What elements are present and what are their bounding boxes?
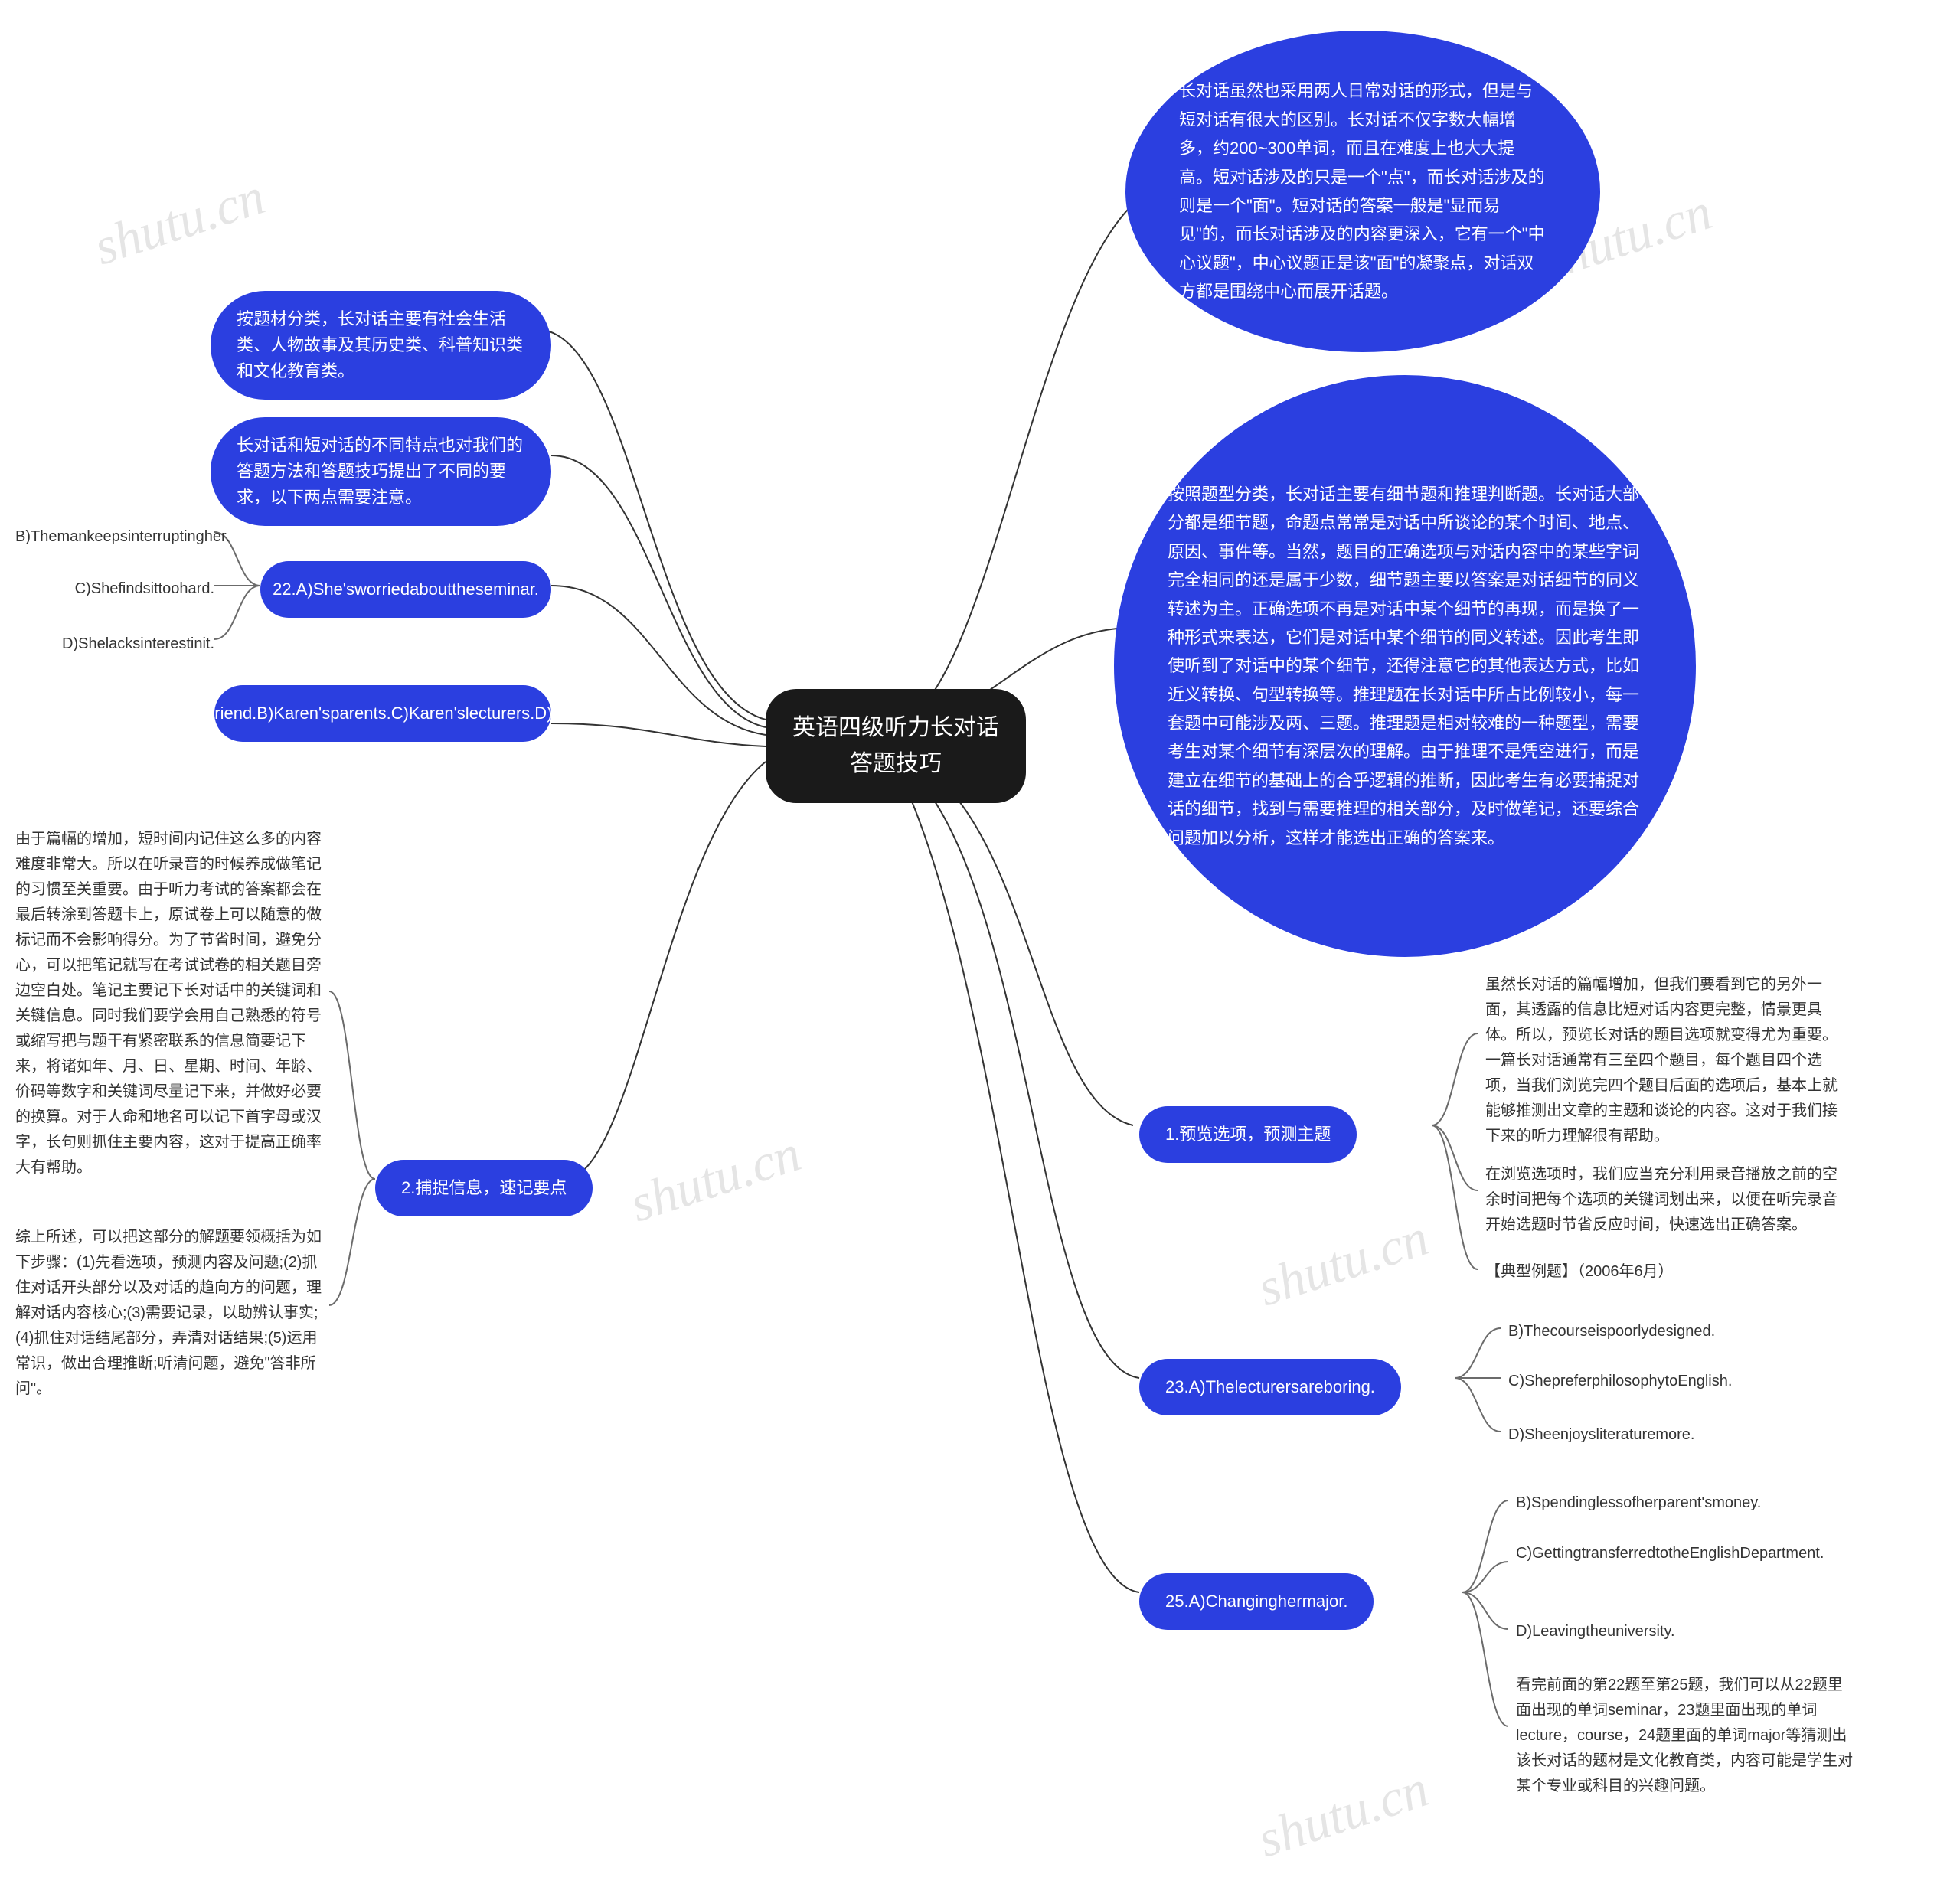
- watermark: shutu.cn: [1250, 1758, 1436, 1870]
- q24-node: 24.A)Karen'sfriend.B)Karen'sparents.C)Ka…: [214, 685, 551, 742]
- q25-stem: 25.A)Changinghermajor.: [1165, 1589, 1348, 1615]
- q22-b: B)Themankeepsinterruptingher.: [15, 524, 214, 550]
- q23-stem: 23.A)Thelecturersareboring.: [1165, 1374, 1375, 1400]
- left-bubble-2-text: 长对话和短对话的不同特点也对我们的答题方法和答题技巧提出了不同的要求，以下两点需…: [237, 433, 525, 511]
- q23-c: C)ShepreferphilosophytoEnglish.: [1508, 1369, 1732, 1394]
- root-node: 英语四级听力长对话答题技巧: [766, 689, 1026, 803]
- section-2-label: 2.捕捉信息，速记要点: [401, 1175, 567, 1201]
- left-bubble-1: 按题材分类，长对话主要有社会生活类、人物故事及其历史类、科普知识类和文化教育类。: [211, 291, 551, 400]
- section-1-text-2: 在浏览选项时，我们应当充分利用录音播放之前的空余时间把每个选项的关键词划出来，以…: [1485, 1162, 1838, 1238]
- section-1-text-1: 虽然长对话的篇幅增加，但我们要看到它的另外一面，其透露的信息比短对话内容更完整，…: [1485, 972, 1838, 1149]
- q23-b: B)Thecourseispoorlydesigned.: [1508, 1319, 1715, 1344]
- q22-stem: 22.A)She'sworriedabouttheseminar.: [273, 576, 539, 602]
- right-bubble-2: 按照题型分类，长对话主要有细节题和推理判断题。长对话大部分都是细节题，命题点常常…: [1114, 375, 1696, 957]
- q25-d: D)Leavingtheuniversity.: [1516, 1619, 1845, 1644]
- right-bubble-2-text: 按照题型分类，长对话主要有细节题和推理判断题。长对话大部分都是细节题，命题点常常…: [1168, 480, 1642, 852]
- watermark: shutu.cn: [1250, 1207, 1436, 1319]
- section-2-text-2: 综上所述，可以把这部分的解题要领概括为如下步骤：(1)先看选项，预测内容及问题;…: [15, 1225, 329, 1402]
- left-bubble-2: 长对话和短对话的不同特点也对我们的答题方法和答题技巧提出了不同的要求，以下两点需…: [211, 417, 551, 526]
- section-1-node: 1.预览选项，预测主题: [1139, 1106, 1357, 1163]
- q22-c: C)Shefindsittoohard.: [15, 576, 214, 602]
- q25-b: B)Spendinglessofherparent'smoney.: [1516, 1491, 1845, 1516]
- watermark: shutu.cn: [622, 1123, 808, 1235]
- right-bubble-1: 长对话虽然也采用两人日常对话的形式，但是与短对话有很大的区别。长对话不仅字数大幅…: [1125, 31, 1600, 352]
- q23-d: D)Sheenjoysliteraturemore.: [1508, 1422, 1694, 1448]
- q25-node: 25.A)Changinghermajor.: [1139, 1573, 1374, 1630]
- section-1-label: 1.预览选项，预测主题: [1165, 1122, 1331, 1148]
- left-bubble-1-text: 按题材分类，长对话主要有社会生活类、人物故事及其历史类、科普知识类和文化教育类。: [237, 306, 525, 384]
- root-title: 英语四级听力长对话答题技巧: [784, 710, 1008, 782]
- q25-note: 看完前面的第22题至第25题，我们可以从22题里面出现的单词seminar，23…: [1516, 1673, 1853, 1799]
- q22-d: D)Shelacksinterestinit.: [15, 632, 214, 657]
- section-2-node: 2.捕捉信息，速记要点: [375, 1160, 593, 1216]
- section-1-example: 【典型例题】（2006年6月）: [1485, 1259, 1838, 1285]
- q25-c: C)GettingtransferredtotheEnglishDepartme…: [1516, 1541, 1845, 1566]
- section-2-text-1: 由于篇幅的增加，短时间内记住这么多的内容难度非常大。所以在听录音的时候养成做笔记…: [15, 827, 329, 1180]
- q23-node: 23.A)Thelecturersareboring.: [1139, 1359, 1401, 1415]
- right-bubble-1-text: 长对话虽然也采用两人日常对话的形式，但是与短对话有很大的区别。长对话不仅字数大幅…: [1179, 77, 1547, 305]
- q22-node: 22.A)She'sworriedabouttheseminar.: [260, 561, 551, 618]
- watermark: shutu.cn: [87, 166, 272, 278]
- q24-text: 24.A)Karen'sfriend.B)Karen'sparents.C)Ka…: [113, 700, 653, 726]
